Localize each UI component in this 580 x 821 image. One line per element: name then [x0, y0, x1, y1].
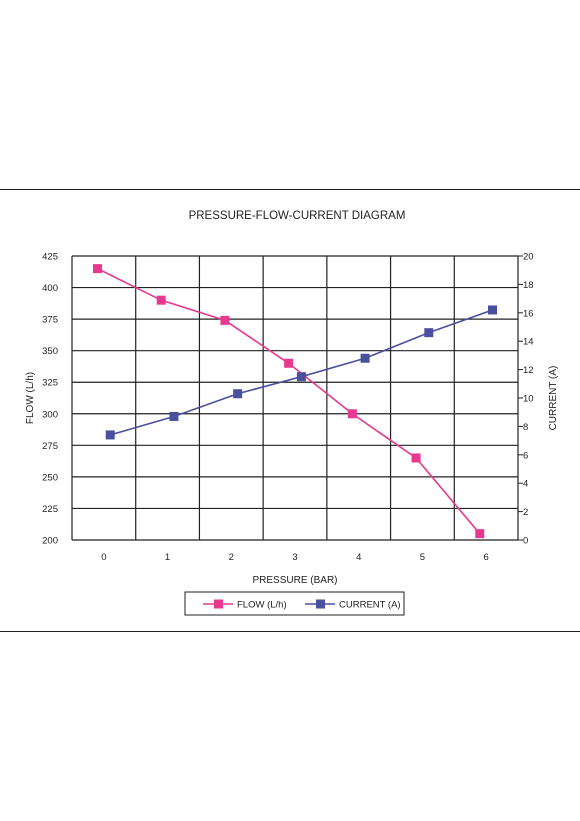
legend-label: CURRENT (A) [339, 600, 401, 611]
x-tick-label: 5 [420, 552, 425, 563]
y-right-tick-label: 10 [523, 394, 534, 405]
top-rule [0, 189, 580, 190]
data-point-0 [284, 358, 294, 368]
x-tick-label: 3 [292, 552, 297, 563]
y-right-tick-label: 6 [523, 450, 528, 461]
legend-marker [214, 599, 223, 609]
legend-label: FLOW (L/h) [237, 600, 287, 611]
y-right-tick-label: 4 [523, 479, 528, 490]
series-line-0 [97, 267, 481, 535]
legend-items: FLOW (L/h) CURRENT (A) [203, 599, 401, 611]
legend-box [184, 591, 405, 616]
y-right-tick-label: 12 [523, 365, 534, 376]
data-point-1 [424, 328, 434, 338]
x-tick-label: 6 [483, 552, 488, 563]
y-axis-left-label: FLOW (L/h) [25, 372, 36, 424]
y-right-tick-label: 14 [523, 337, 534, 348]
x-tick-label: 0 [101, 552, 106, 563]
y-left-tick-label: 250 [42, 472, 58, 483]
y-right-tick-label: 2 [523, 507, 528, 518]
y-right-tick-label: 18 [523, 280, 534, 291]
x-tick-label: 2 [229, 552, 234, 563]
data-point-0 [156, 295, 166, 305]
data-point-1 [360, 353, 370, 363]
y-left-tick-label: 325 [42, 378, 58, 389]
data-point-1 [233, 389, 243, 399]
y-axis-right-label: CURRENT (A) [548, 366, 559, 431]
y-right-tick-label: 0 [523, 536, 528, 547]
y-left-tick-label: 225 [42, 504, 58, 515]
y-left-tick-label: 375 [42, 315, 58, 326]
y-left-tick-label: 275 [42, 441, 58, 452]
data-point-0 [220, 315, 230, 325]
y-left-tick-label: 200 [42, 536, 58, 547]
data-point-1 [169, 411, 179, 421]
y-left-tick-label: 400 [42, 283, 58, 294]
y-right-tick-label: 16 [523, 308, 534, 319]
series-layer [92, 264, 498, 539]
y-left-tick-label: 350 [42, 346, 58, 357]
data-point-1 [105, 430, 115, 440]
x-tick-label: 1 [165, 552, 170, 563]
x-tick-label: 4 [356, 552, 361, 563]
data-point-0 [411, 453, 421, 463]
legend-marker [316, 599, 325, 609]
y-right-tick-label: 20 [523, 252, 534, 263]
tick-labels: 2002252502753003253503754004250246810121… [42, 252, 533, 564]
data-point-0 [347, 409, 357, 419]
y-left-tick-label: 300 [42, 409, 58, 420]
y-left-tick-label: 425 [42, 252, 58, 263]
y-right-tick-label: 8 [523, 422, 528, 433]
data-point-1 [488, 305, 498, 315]
chart-title: PRESSURE-FLOW-CURRENT DIAGRAM [189, 210, 406, 222]
x-axis-label: PRESSURE (BAR) [252, 575, 337, 586]
data-point-0 [92, 264, 102, 274]
data-point-0 [475, 529, 485, 539]
bottom-rule [0, 631, 580, 632]
grid [71, 255, 523, 541]
legend: FLOW (L/h) CURRENT (A) [184, 591, 405, 616]
data-point-1 [296, 372, 306, 382]
